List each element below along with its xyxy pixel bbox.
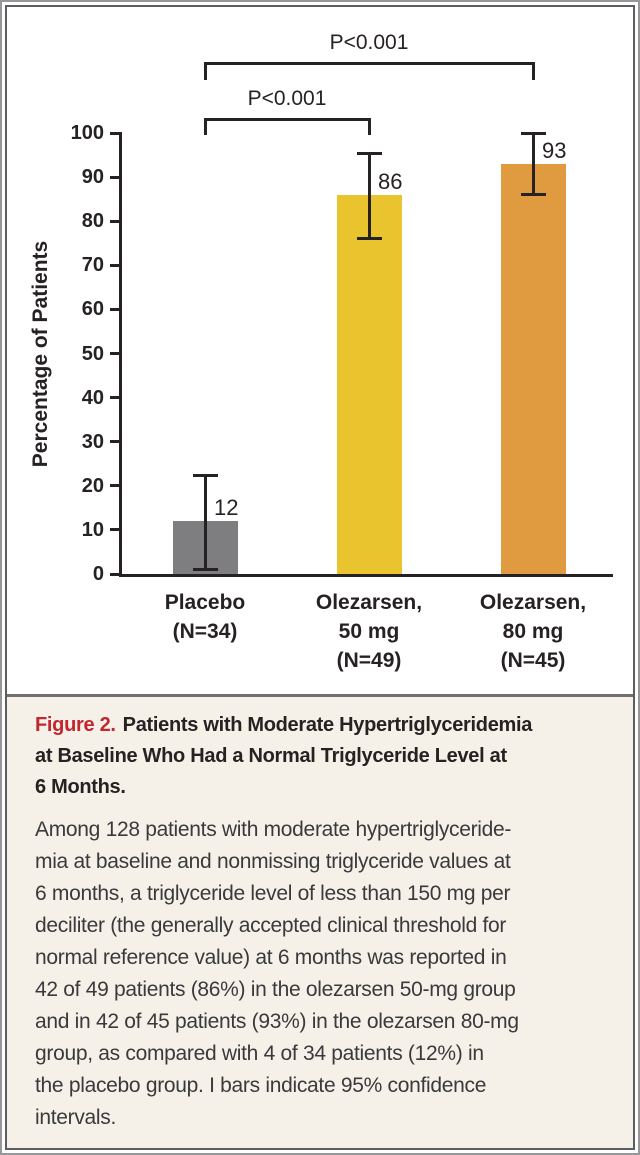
- y-tick: [110, 308, 119, 311]
- y-axis-line: [119, 132, 122, 574]
- error-bar-cap-top: [357, 152, 382, 155]
- x-axis-line: [119, 574, 613, 577]
- significance-bracket-right: [368, 118, 371, 135]
- p-value-label: P<0.001: [329, 31, 409, 54]
- figure-caption: Figure 2. Patients with Moderate Hypertri…: [7, 694, 633, 1148]
- y-tick: [110, 220, 119, 223]
- y-tick-label: 20: [81, 475, 104, 497]
- error-bar: [368, 153, 371, 239]
- y-tick-label: 10: [81, 519, 104, 541]
- y-tick: [110, 176, 119, 179]
- bar-value-label: 93: [542, 138, 567, 163]
- y-tick: [110, 573, 119, 576]
- error-bar-cap-top: [193, 474, 218, 477]
- y-tick-label: 60: [81, 298, 104, 320]
- caption-body: Among 128 patients with moderate hypertr…: [35, 818, 519, 1129]
- significance-bracket-right: [532, 62, 535, 80]
- y-tick-label: 100: [70, 122, 104, 144]
- y-tick-label: 80: [81, 210, 104, 232]
- caption-title: Figure 2. Patients with Moderate Hypertri…: [35, 710, 619, 803]
- y-tick-label: 70: [81, 254, 104, 276]
- bar-value-label: 86: [378, 169, 403, 194]
- significance-bracket-left: [204, 118, 207, 135]
- bar-chart: Percentage of Patients 0 10 20 30 40 50 60 70 80 9…: [7, 7, 633, 694]
- error-bar-cap-bottom: [193, 568, 218, 571]
- y-tick: [110, 396, 119, 399]
- x-category-label: Placebo (N=34): [164, 591, 246, 643]
- bar-olezarsen-50-mg-n-49: [337, 195, 402, 574]
- y-tick-label: 90: [81, 166, 104, 188]
- y-tick: [110, 528, 119, 531]
- figure-inner-border: Percentage of Patients 0 10 20 30 40 50 60 70 80 9…: [5, 5, 635, 1150]
- y-tick: [110, 264, 119, 267]
- p-value-label: P<0.001: [247, 87, 327, 110]
- error-bar-cap-bottom: [357, 237, 382, 240]
- error-bar-cap-top: [521, 132, 546, 135]
- y-tick: [110, 352, 119, 355]
- y-axis-title: Percentage of Patients: [29, 240, 52, 468]
- error-bar: [532, 133, 535, 195]
- y-tick: [110, 440, 119, 443]
- significance-bracket-line: [204, 62, 535, 65]
- y-tick: [110, 132, 119, 135]
- y-tick: [110, 484, 119, 487]
- caption-title-text: Patients with Moderate Hypertriglyceride…: [35, 714, 533, 798]
- figure-label: Figure 2.: [35, 714, 116, 736]
- x-category-label: Olezarsen, 50 mg (N=49): [315, 591, 423, 672]
- significance-bracket-left: [204, 62, 207, 80]
- y-tick-label: 0: [92, 563, 104, 585]
- x-category-label: Olezarsen, 80 mg (N=45): [479, 591, 587, 672]
- y-tick-label: 50: [81, 343, 104, 365]
- error-bar: [204, 475, 207, 570]
- y-tick-label: 40: [81, 387, 104, 409]
- bar-value-label: 12: [214, 495, 239, 520]
- bar-olezarsen-80-mg-n-45: [501, 164, 566, 574]
- significance-bracket-line: [204, 118, 371, 121]
- y-tick-label: 30: [81, 431, 104, 453]
- error-bar-cap-bottom: [521, 193, 546, 196]
